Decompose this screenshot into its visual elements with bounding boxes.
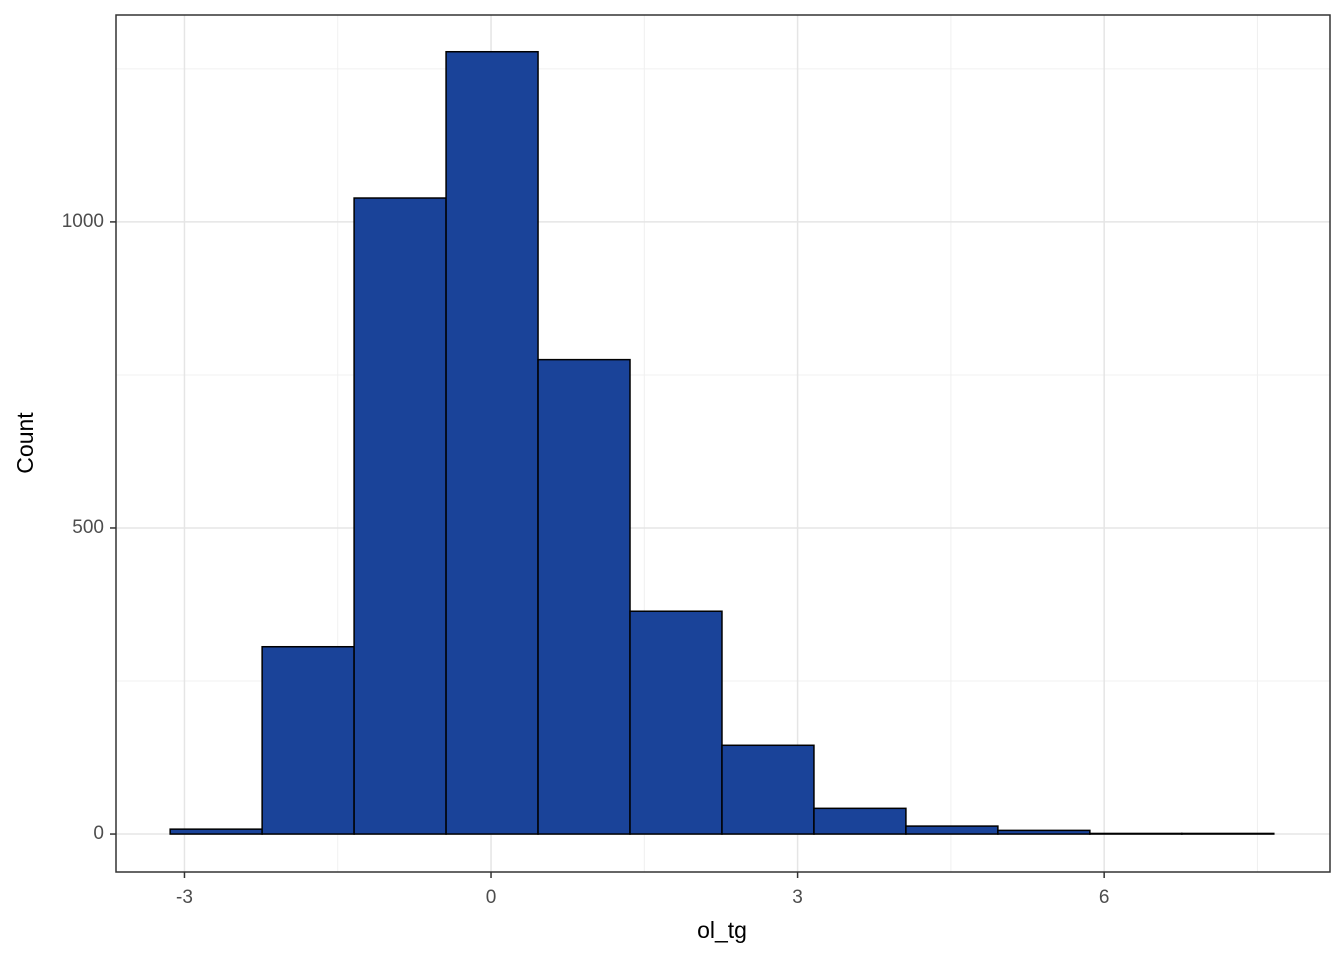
- x-axis-title: ol_tg: [697, 917, 747, 943]
- y-axis-title: Count: [12, 412, 38, 474]
- panel-border: [115, 14, 1331, 873]
- bar: [1181, 832, 1275, 835]
- bar: [721, 744, 815, 835]
- bar: [997, 829, 1091, 835]
- bar: [169, 828, 263, 835]
- bar: [353, 197, 447, 835]
- y-tick-label: 500: [72, 517, 104, 538]
- bar: [537, 358, 631, 835]
- bar: [905, 825, 999, 835]
- x-tick-label: -3: [176, 887, 193, 908]
- y-tick-label: 1000: [62, 211, 104, 232]
- bar: [261, 645, 355, 835]
- x-tick-label: 6: [1099, 887, 1110, 908]
- y-tick-label: 0: [93, 823, 104, 844]
- bar: [629, 610, 723, 835]
- bar: [1089, 832, 1183, 835]
- bar: [813, 807, 907, 835]
- bar: [445, 50, 539, 835]
- x-tick-label: 0: [486, 887, 497, 908]
- x-tick-label: 3: [792, 887, 803, 908]
